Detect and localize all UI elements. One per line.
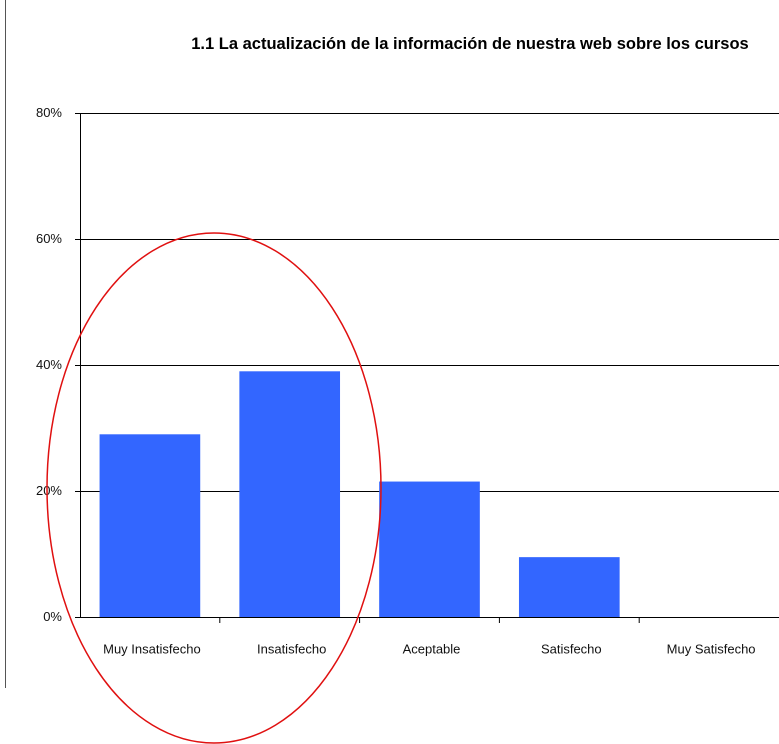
highlight-ellipse — [46, 232, 382, 744]
bar — [379, 481, 480, 617]
y-tick-label: 0% — [43, 609, 62, 624]
x-tick-label: Insatisfecho — [257, 641, 326, 656]
x-tick-label: Muy Insatisfecho — [103, 641, 201, 656]
chart-title: 1.1 La actualización de la información d… — [191, 35, 749, 53]
plot-area: 0% 20% 40% 60% 80% Muy Insatisfecho Insatisfec… — [36, 105, 779, 656]
y-tick-label: 20% — [36, 483, 62, 498]
x-tick-label: Aceptable — [403, 641, 461, 656]
x-tick-label: Muy Satisfecho — [667, 641, 756, 656]
bar — [518, 557, 620, 617]
bar — [99, 434, 201, 617]
y-tick-label: 80% — [36, 105, 62, 120]
y-tick-label: 60% — [36, 231, 62, 246]
x-tick-label: Satisfecho — [541, 641, 602, 656]
y-tick-label: 40% — [36, 357, 62, 372]
bar — [239, 371, 341, 617]
